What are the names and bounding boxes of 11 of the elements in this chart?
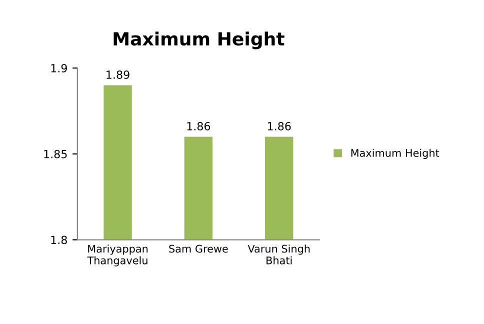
chart-title: Maximum Height [114, 32, 284, 50]
x-tick-label: Varun Singh Bhati [248, 244, 310, 264]
legend-label: Maximum Height [351, 148, 440, 159]
y-tick-label: 1.8 [51, 236, 67, 244]
y-tick-label: 1.85 [44, 150, 67, 158]
data-label: 1.86 [187, 122, 210, 130]
data-label: 1.86 [268, 122, 291, 130]
y-tick-label: 1.9 [51, 64, 67, 72]
data-label: 1.89 [106, 70, 130, 79]
x-tick-label: Sam Grewe [169, 244, 228, 253]
x-tick-label: Mariyappan Thangavelu [87, 244, 148, 266]
